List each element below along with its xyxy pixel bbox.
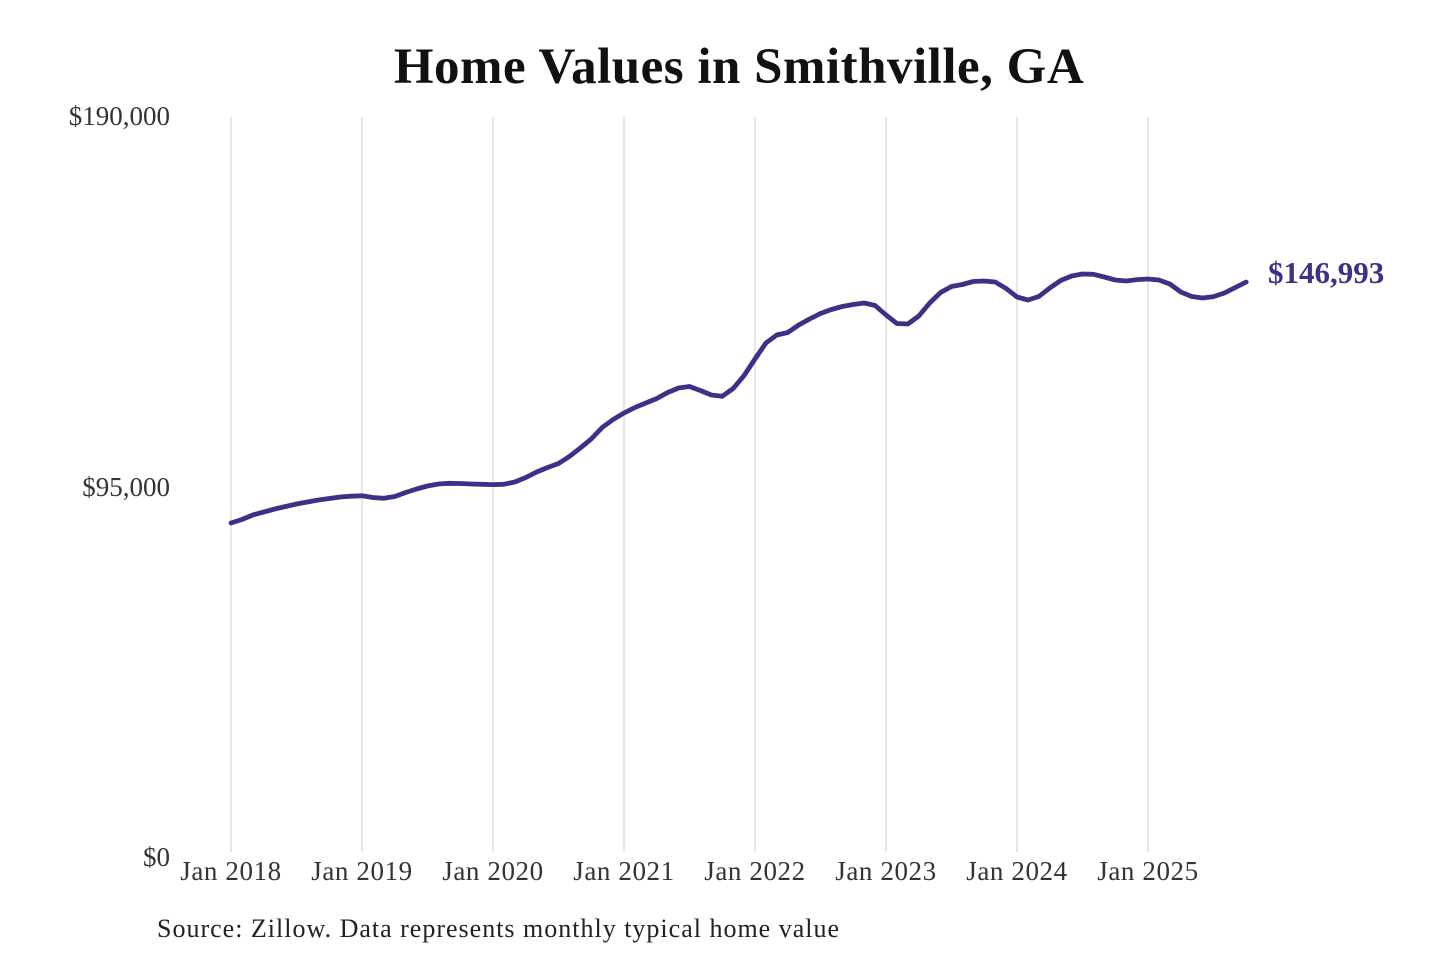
svg-text:$146,993: $146,993 [1268, 255, 1384, 290]
svg-text:Jan 2020: Jan 2020 [442, 856, 544, 886]
svg-text:Jan 2022: Jan 2022 [704, 856, 806, 886]
svg-text:Jan 2023: Jan 2023 [835, 856, 937, 886]
svg-text:$95,000: $95,000 [82, 472, 170, 502]
svg-text:Jan 2021: Jan 2021 [573, 856, 675, 886]
svg-text:Home Values in Smithville, GA: Home Values in Smithville, GA [394, 39, 1084, 95]
svg-text:Source: Zillow. Data represent: Source: Zillow. Data represents monthly … [157, 914, 840, 943]
svg-text:$0: $0 [143, 842, 170, 872]
svg-text:Jan 2019: Jan 2019 [311, 856, 413, 886]
svg-text:Jan 2025: Jan 2025 [1097, 856, 1199, 886]
svg-text:$190,000: $190,000 [69, 101, 170, 131]
svg-text:Jan 2024: Jan 2024 [966, 856, 1068, 886]
svg-text:Jan 2018: Jan 2018 [180, 856, 282, 886]
